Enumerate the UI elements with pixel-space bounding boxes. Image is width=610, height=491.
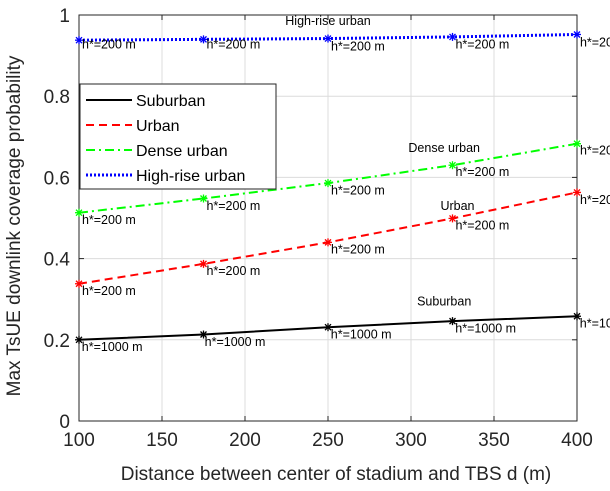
annotation-label: h*=200 m — [82, 213, 136, 227]
x-tick-label: 250 — [312, 430, 344, 451]
annotation-label: h*=200 m — [206, 264, 260, 278]
annotation-label: h*=200 m — [82, 38, 136, 52]
legend-label: Urban — [136, 118, 180, 135]
data-point — [573, 312, 581, 321]
y-tick-label: 0.4 — [44, 250, 71, 271]
data-point — [324, 34, 332, 43]
y-tick-label: 0.8 — [44, 87, 70, 108]
annotation-label: h*=200 m — [455, 218, 509, 232]
data-point — [75, 36, 83, 45]
legend-box — [79, 83, 277, 190]
x-tick-label: 300 — [395, 430, 427, 451]
x-axis-title: Distance between center of stadium and T… — [121, 464, 552, 485]
data-point — [573, 30, 581, 39]
annotation-label: h*=1000 m — [455, 321, 516, 335]
x-tick-label: 400 — [561, 430, 593, 451]
legend-item: Urban — [86, 118, 180, 135]
data-point — [448, 317, 457, 326]
y-tick-label: 0.2 — [44, 331, 70, 352]
data-point — [199, 194, 208, 203]
data-point — [199, 259, 208, 268]
annotation-label: h*=200 m — [331, 40, 385, 54]
data-point — [75, 335, 83, 344]
annotation-label: h*=200 m — [331, 183, 385, 197]
x-tick-label: 150 — [146, 430, 178, 451]
annotation-label: High-rise urban — [285, 14, 371, 28]
series-dense-urban — [75, 139, 581, 217]
data-point — [324, 179, 332, 188]
annotation-label: h*=200 m — [580, 144, 610, 158]
annotation-label: h*=200 m — [580, 36, 610, 50]
data-point — [199, 330, 208, 339]
x-tick-label: 350 — [478, 430, 510, 451]
legend-item: Suburban — [86, 93, 205, 110]
series-high-rise-urban — [75, 30, 581, 45]
annotation-label: h*=200 m — [580, 193, 610, 207]
annotation-label: h*=200 m — [455, 165, 509, 179]
data-point — [75, 208, 83, 217]
data-point — [573, 139, 581, 148]
legend-label: Dense urban — [136, 143, 228, 160]
data-point — [324, 323, 332, 332]
data-point — [75, 279, 83, 288]
annotation-label: h*=200 m — [455, 38, 509, 52]
data-point — [448, 161, 457, 170]
legend-label: Suburban — [136, 93, 205, 110]
annotation-label: h*=1000 m — [205, 335, 266, 349]
legend-item: High-rise urban — [86, 168, 245, 185]
y-tick-label: 1 — [59, 6, 70, 27]
annotation-label: h*=200 m — [331, 243, 385, 257]
x-tick-label: 200 — [229, 430, 261, 451]
annotation-label: h*=200 m — [82, 284, 136, 298]
annotation-label: h*=1000 m — [331, 328, 392, 342]
data-point — [448, 214, 457, 223]
annotation-label: Dense urban — [408, 141, 480, 155]
annotation-label: h*=200 m — [206, 199, 260, 213]
data-point — [199, 35, 208, 44]
series-suburban — [75, 312, 581, 344]
data-point — [324, 238, 332, 247]
y-axis-title: Max TsUE downlink coverage probability — [4, 55, 25, 396]
annotation-label: Suburban — [417, 294, 471, 308]
annotation-label: h*=1000 m — [580, 317, 610, 331]
data-point — [573, 188, 581, 197]
y-tick-label: 0.6 — [44, 168, 70, 189]
legend: Suburban Urban Dense urban High-rise urban — [79, 83, 277, 190]
annotation-label: Urban — [440, 199, 474, 213]
data-point — [448, 32, 457, 41]
y-tick-label: 0 — [59, 412, 70, 433]
x-tick-label: 100 — [63, 430, 95, 451]
series-urban — [75, 188, 581, 288]
annotation-label: h*=200 m — [206, 38, 260, 52]
legend-item: Dense urban — [86, 143, 228, 160]
legend-label: High-rise urban — [136, 168, 245, 185]
annotation-label: h*=1000 m — [82, 340, 143, 354]
